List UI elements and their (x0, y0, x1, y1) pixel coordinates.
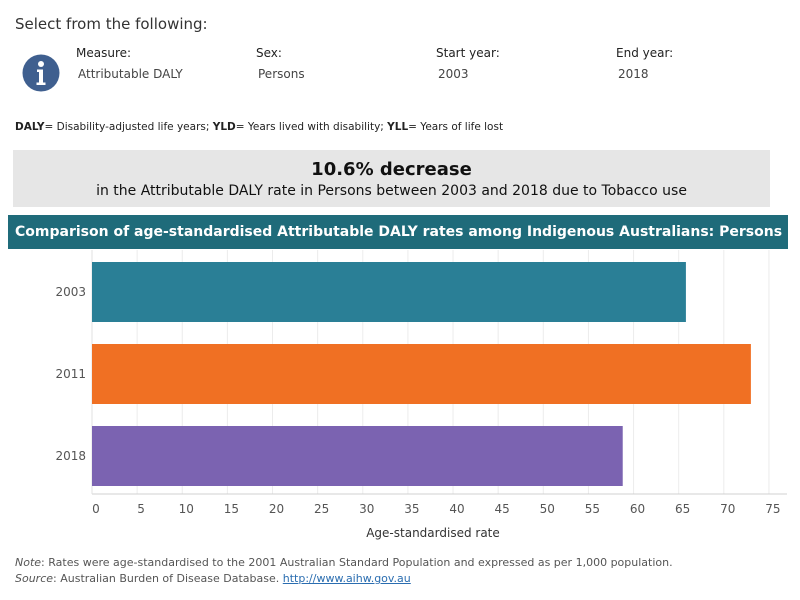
source-text: : Australian Burden of Disease Database. (53, 572, 283, 585)
abbr-yld-def: = Years lived with disability; (235, 121, 388, 133)
filter-end-year-label: End year: (616, 46, 674, 60)
x-tick-label: 35 (404, 502, 419, 516)
x-tick-label: 10 (179, 502, 194, 516)
abbr-yld: YLD (212, 121, 236, 133)
footnote: Note: Rates were age-standardised to the… (15, 556, 673, 569)
abbr-daly: DALY (15, 121, 45, 133)
info-icon[interactable] (22, 54, 60, 92)
abbr-daly-def: = Disability-adjusted life years; (44, 121, 213, 133)
filter-end-year[interactable]: End year: 2018 (616, 46, 673, 81)
source-label: Source (15, 572, 54, 585)
abbr-yll: YLL (387, 121, 409, 133)
summary-headline: 10.6% decrease (311, 159, 472, 180)
filter-start-year[interactable]: Start year: 2003 (436, 46, 500, 81)
source-note: Source: Australian Burden of Disease Dat… (15, 572, 411, 585)
x-tick-label: 15 (224, 502, 239, 516)
source-link[interactable]: http://www.aihw.gov.au (282, 572, 411, 585)
x-tick-label: 50 (540, 502, 555, 516)
x-tick-label: 75 (765, 502, 780, 516)
bar-2011 (92, 344, 751, 404)
x-tick-label: 5 (137, 502, 145, 516)
filter-measure[interactable]: Measure: Attributable DALY (76, 46, 183, 81)
y-tick-label: 2011 (55, 367, 86, 381)
y-tick-label: 2003 (55, 285, 86, 299)
x-tick-label: 25 (314, 502, 329, 516)
x-tick-label: 30 (359, 502, 374, 516)
filter-sex[interactable]: Sex: Persons (256, 46, 305, 81)
note-label: Note (15, 556, 42, 569)
summary-detail: in the Attributable DALY rate in Persons… (96, 183, 687, 199)
note-text: : Rates were age-standardised to the 200… (41, 556, 673, 569)
chart-title: Comparison of age-standardised Attributa… (8, 215, 788, 249)
bar-2018 (92, 426, 623, 486)
bar-chart: 2003 2011 2018 0 5 10 15 20 25 30 35 40 45 50 55 60 65 70… (55, 250, 787, 540)
x-tick-label: 60 (630, 502, 645, 516)
filter-start-year-label: Start year: (436, 46, 500, 60)
x-axis-title: Age-standardised rate (366, 526, 500, 540)
y-tick-label: 2018 (55, 449, 86, 463)
filter-sex-value[interactable]: Persons (258, 67, 305, 81)
x-tick-label: 70 (720, 502, 735, 516)
filter-measure-value[interactable]: Attributable DALY (78, 67, 183, 81)
x-tick-label: 0 (92, 502, 100, 516)
bar-2003 (92, 262, 686, 322)
filter-sex-label: Sex: (256, 46, 282, 60)
page-heading: Select from the following: (15, 15, 208, 33)
filter-start-year-value[interactable]: 2003 (438, 67, 469, 81)
x-tick-label: 45 (495, 502, 510, 516)
x-tick-label: 40 (449, 502, 464, 516)
x-tick-label: 20 (269, 502, 284, 516)
filter-measure-label: Measure: (76, 46, 132, 60)
filter-end-year-value[interactable]: 2018 (618, 67, 649, 81)
summary-panel: 10.6% decrease in the Attributable DALY … (13, 150, 770, 207)
abbr-yll-def: = Years of life lost (408, 121, 504, 133)
x-tick-label: 55 (585, 502, 600, 516)
x-tick-label: 65 (675, 502, 690, 516)
abbreviation-legend: DALY= Disability-adjusted life years; YL… (15, 121, 503, 133)
